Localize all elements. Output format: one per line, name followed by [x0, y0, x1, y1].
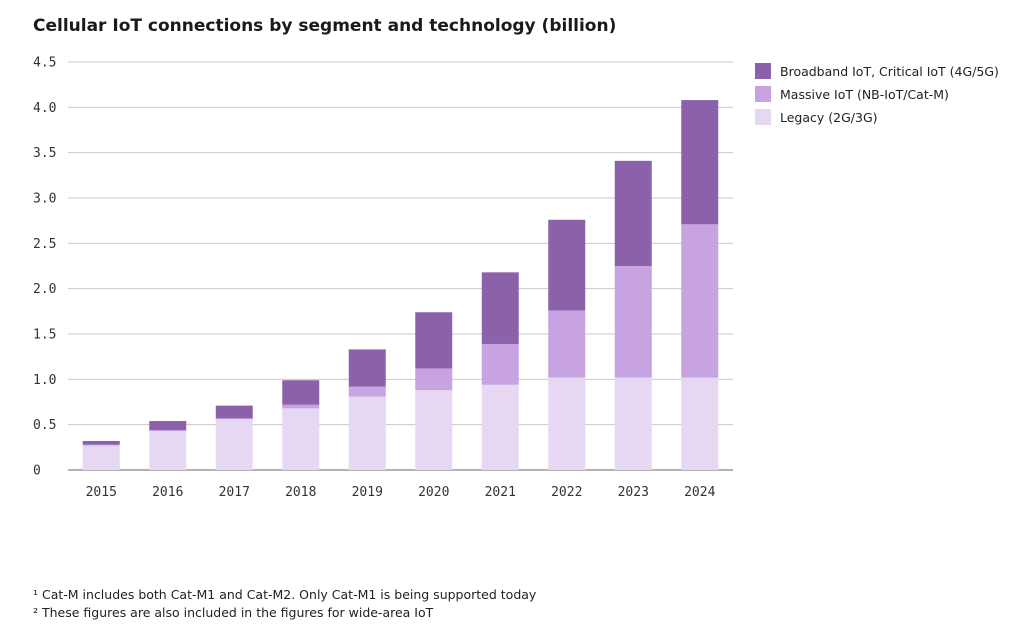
- x-tick-label-2016: 2016: [152, 485, 183, 500]
- legend-label-broadband: Broadband IoT, Critical IoT (4G/5G): [780, 63, 999, 79]
- bar-massive-2015: [82, 444, 120, 446]
- footnote-2: ² These figures are also included in the…: [33, 605, 434, 620]
- bar-broadband-2015: [82, 440, 120, 445]
- bar-legacy-2022: [548, 377, 586, 470]
- legend-label-legacy: Legacy (2G/3G): [780, 109, 878, 125]
- bar-massive-2017: [215, 418, 253, 420]
- legend-swatch-broadband: [755, 63, 771, 79]
- x-tick-label-2024: 2024: [684, 485, 715, 500]
- legend-label-massive: Massive IoT (NB-IoT/Cat-M): [780, 86, 949, 102]
- bar-broadband-2024: [681, 100, 719, 225]
- bar-massive-2016: [149, 430, 187, 432]
- chart-title: Cellular IoT connections by segment and …: [33, 16, 617, 36]
- bar-legacy-2024: [681, 377, 719, 470]
- y-tick-label-7: 3.5: [33, 146, 56, 161]
- x-tick-label-2018: 2018: [285, 485, 316, 500]
- bar-broadband-2020: [415, 312, 453, 369]
- x-tick-label-2023: 2023: [618, 485, 649, 500]
- bar-massive-2021: [481, 343, 519, 385]
- bar-massive-2019: [348, 386, 386, 397]
- bar-massive-2020: [415, 368, 453, 391]
- bar-legacy-2020: [415, 390, 453, 470]
- y-tick-label-1: 0.5: [33, 418, 56, 433]
- bar-legacy-2015: [82, 445, 120, 470]
- y-tick-label-8: 4.0: [33, 101, 56, 116]
- bar-broadband-2017: [215, 405, 253, 419]
- bars: [82, 100, 719, 470]
- x-axis-ticks: 2015 2016 2017 2018 2019 2020 2021 2022 2023 2024: [86, 485, 716, 500]
- bar-legacy-2018: [282, 408, 320, 470]
- bar-broadband-2019: [348, 349, 386, 387]
- chart-legend: Broadband IoT, Critical IoT (4G/5G) Mass…: [755, 60, 999, 129]
- x-tick-label-2015: 2015: [86, 485, 117, 500]
- bar-massive-2022: [548, 310, 586, 378]
- footnote-1: ¹ Cat-M includes both Cat-M1 and Cat-M2.…: [33, 587, 537, 602]
- bar-broadband-2018: [282, 380, 320, 405]
- x-tick-label-2021: 2021: [485, 485, 516, 500]
- bar-massive-2023: [614, 266, 652, 378]
- bar-massive-2018: [282, 404, 320, 409]
- legend-swatch-legacy: [755, 109, 771, 125]
- y-tick-label-5: 2.5: [33, 237, 56, 252]
- y-tick-label-0: 0: [33, 464, 41, 479]
- y-tick-label-9: 4.5: [33, 56, 56, 71]
- bar-broadband-2023: [614, 160, 652, 266]
- y-axis-ticks: 0 0.5 1.0 1.5 2.0 2.5 3.0 3.5 4.0 4.5: [33, 56, 56, 479]
- bar-legacy-2017: [215, 419, 253, 470]
- x-tick-label-2020: 2020: [418, 485, 449, 500]
- x-tick-label-2019: 2019: [352, 485, 383, 500]
- legend-item-massive: Massive IoT (NB-IoT/Cat-M): [755, 83, 999, 105]
- y-tick-label-6: 3.0: [33, 192, 56, 207]
- footnotes: ¹ Cat-M includes both Cat-M1 and Cat-M2.…: [33, 586, 536, 622]
- x-tick-label-2022: 2022: [551, 485, 582, 500]
- bar-legacy-2021: [481, 384, 519, 470]
- x-tick-label-2017: 2017: [219, 485, 250, 500]
- bar-broadband-2022: [548, 219, 586, 311]
- bar-broadband-2016: [149, 421, 187, 431]
- y-tick-label-3: 1.5: [33, 328, 56, 343]
- legend-item-legacy: Legacy (2G/3G): [755, 106, 999, 128]
- bar-legacy-2023: [614, 377, 652, 470]
- bar-massive-2024: [681, 224, 719, 378]
- legend-swatch-massive: [755, 86, 771, 102]
- bar-legacy-2016: [149, 431, 187, 470]
- y-tick-label-4: 2.0: [33, 282, 56, 297]
- legend-item-broadband: Broadband IoT, Critical IoT (4G/5G): [755, 60, 999, 82]
- bar-broadband-2021: [481, 272, 519, 344]
- y-tick-label-2: 1.0: [33, 373, 56, 388]
- bar-legacy-2019: [348, 396, 386, 470]
